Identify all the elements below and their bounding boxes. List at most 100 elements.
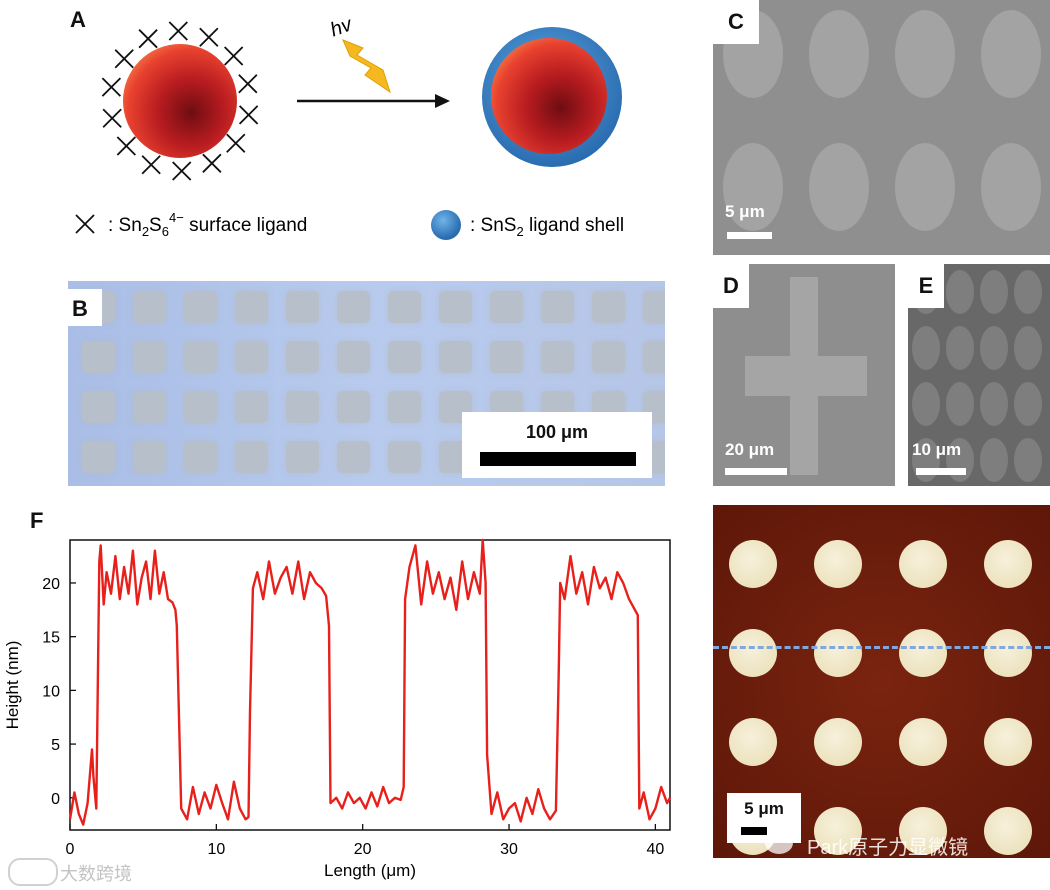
dot-pad	[984, 629, 1032, 677]
square-pad	[235, 441, 268, 473]
ligand-crosses	[101, 21, 259, 181]
watermark-right: Park原子力显微镜	[807, 837, 969, 858]
ligand-cross	[101, 77, 122, 97]
panel-c-scale-bar	[727, 232, 772, 239]
x-tick-label: 10	[207, 841, 225, 858]
panel-f-label: F	[30, 508, 44, 533]
dot-pad	[814, 718, 862, 766]
watermark-left: 大数跨境	[60, 864, 132, 884]
x-tick-label: 0	[66, 841, 75, 858]
oval-pad	[1014, 382, 1042, 426]
square-pad	[82, 441, 115, 473]
ligand-cross	[141, 155, 161, 175]
panel-e-pattern	[908, 264, 1050, 486]
square-pad	[286, 291, 319, 323]
square-pad	[388, 391, 421, 423]
square-pad	[388, 341, 421, 373]
panel-b-pattern	[68, 281, 665, 486]
dot-pad	[729, 629, 777, 677]
square-pad	[235, 291, 268, 323]
profile-line	[713, 646, 1050, 649]
panel-d: D 20 μm	[713, 264, 895, 486]
square-pad	[337, 341, 370, 373]
y-tick-label: 20	[42, 576, 60, 593]
panel-a: A hv	[60, 0, 710, 260]
square-pad	[592, 291, 625, 323]
panel-g-scale-text: 5 μm	[744, 799, 784, 818]
oval-pad	[809, 10, 869, 98]
square-pad	[592, 341, 625, 373]
oval-pad	[980, 326, 1008, 370]
square-pad	[286, 441, 319, 473]
square-pad	[388, 291, 421, 323]
square-pad	[133, 291, 166, 323]
panel-b-label: B	[68, 289, 102, 326]
dot-pad	[984, 540, 1032, 588]
y-tick-label: 10	[42, 683, 60, 700]
plot-frame	[69, 539, 671, 831]
x-tick-label: 30	[500, 841, 518, 858]
ligand-cross	[199, 27, 219, 47]
square-pad	[184, 441, 217, 473]
panel-g-scale-bar	[741, 827, 767, 835]
oval-pad	[980, 270, 1008, 314]
ligand-cross	[224, 46, 244, 66]
y-tick-label: 0	[51, 791, 60, 808]
square-pad	[490, 341, 523, 373]
square-pad	[643, 291, 665, 323]
panel-c-label: C	[713, 0, 759, 44]
nanocrystal-core-left	[123, 44, 237, 158]
square-pad	[541, 341, 574, 373]
panel-d-label: D	[713, 264, 749, 308]
wechat-icon	[765, 832, 793, 854]
panel-c-scale-text: 5 μm	[725, 202, 765, 221]
y-axis-label: Height (nm)	[3, 641, 22, 730]
dot-pad	[899, 807, 947, 855]
panel-b-scale-box: 100 μm	[462, 412, 652, 478]
square-pad	[490, 291, 523, 323]
oval-pad	[912, 382, 940, 426]
square-pad	[337, 441, 370, 473]
x-tick-label: 20	[354, 841, 372, 858]
square-pad	[439, 291, 472, 323]
panel-b: B 100 μm	[68, 281, 665, 486]
dot-pad	[814, 629, 862, 677]
oval-pad	[1014, 438, 1042, 482]
square-pad	[235, 391, 268, 423]
panel-e: E 10 μm	[908, 264, 1050, 486]
square-pad	[133, 391, 166, 423]
ligand-cross	[238, 105, 259, 125]
dot-pad	[729, 718, 777, 766]
panel-g-pattern	[713, 505, 1050, 858]
legend-shell: : SnS2 ligand shell	[431, 210, 624, 240]
panel-e-scale-text: 10 μm	[912, 440, 962, 459]
oval-pad	[946, 326, 974, 370]
oval-pad	[912, 326, 940, 370]
series-line-height	[68, 538, 672, 826]
lightning-icon	[342, 39, 391, 94]
svg-text:: SnS2 ligand shell: : SnS2 ligand shell	[470, 215, 624, 239]
panel-a-illustration: hv : Sn2S64− surface ligand : SnS2 ligan…	[75, 13, 624, 240]
x-tick-label: 40	[646, 841, 664, 858]
oval-pad	[981, 10, 1041, 98]
nanocrystal-core-right	[491, 38, 607, 154]
oval-pad	[981, 143, 1041, 231]
square-pad	[235, 341, 268, 373]
height-profile-chart: 0 10 20 30 40 0 5 10 15 20 Length (μm) Height (nm)	[3, 538, 672, 880]
panel-c: C 5 μm	[713, 0, 1050, 255]
panel-b-scale-text: 100 μm	[525, 422, 589, 442]
dot-pad	[899, 629, 947, 677]
dot-pad	[899, 540, 947, 588]
hv-label: hv	[327, 13, 355, 41]
panel-f: F 0 10 20 30 40 0 5 10 15 20 Length (μm) Height (nm…	[0, 505, 690, 890]
oval-pad	[895, 143, 955, 231]
panel-g: G 5 μm Park原子力显微镜	[713, 505, 1050, 858]
dot-pad	[984, 807, 1032, 855]
legend-ligand: : Sn2S64− surface ligand	[75, 210, 307, 239]
square-pad	[184, 341, 217, 373]
oval-pad	[946, 382, 974, 426]
dot-pad	[984, 718, 1032, 766]
ligand-cross	[202, 153, 222, 173]
y-tick-label: 15	[42, 630, 60, 647]
oval-pad	[723, 143, 783, 231]
